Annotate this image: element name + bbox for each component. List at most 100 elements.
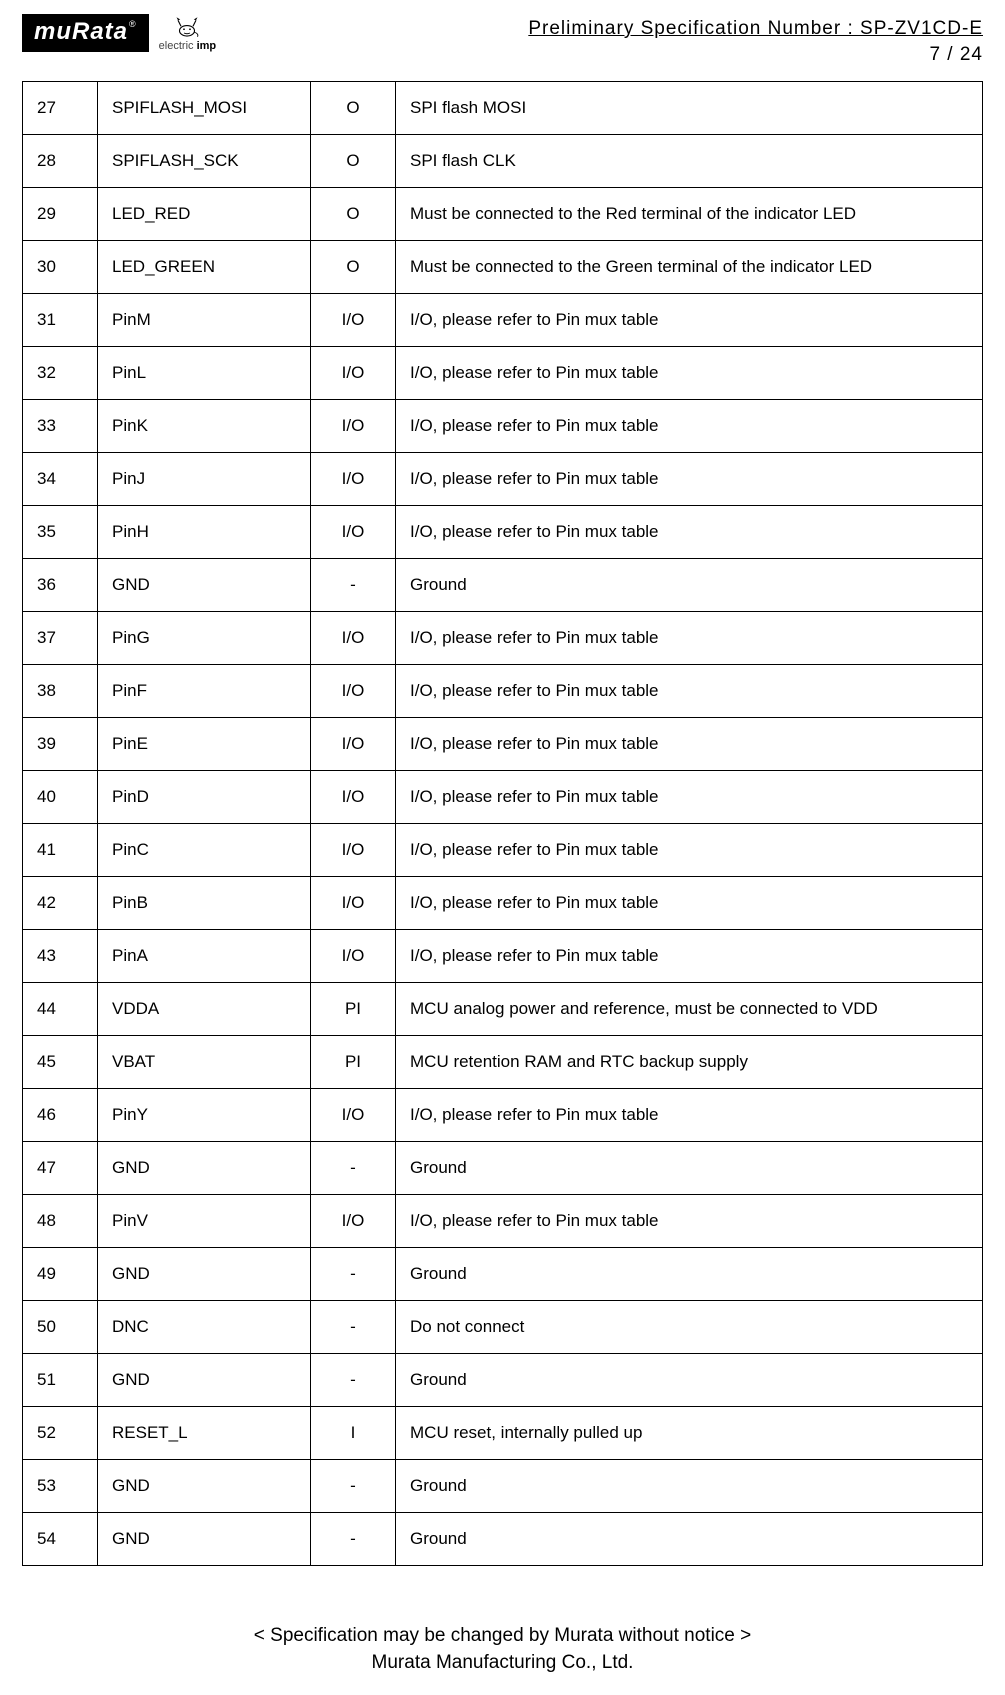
pin-name-cell: PinE	[98, 718, 311, 771]
pin-description-cell: I/O, please refer to Pin mux table	[396, 665, 983, 718]
pin-description-cell: I/O, please refer to Pin mux table	[396, 877, 983, 930]
pin-description-cell: I/O, please refer to Pin mux table	[396, 1195, 983, 1248]
pin-number-cell: 45	[23, 1036, 98, 1089]
pin-number-cell: 47	[23, 1142, 98, 1195]
pin-direction-cell: I/O	[311, 718, 396, 771]
table-row: 35PinHI/OI/O, please refer to Pin mux ta…	[23, 506, 983, 559]
table-row: 42PinBI/OI/O, please refer to Pin mux ta…	[23, 877, 983, 930]
pin-direction-cell: O	[311, 135, 396, 188]
registered-mark-icon	[128, 18, 137, 45]
pin-name-cell: GND	[98, 1248, 311, 1301]
pin-description-cell: SPI flash MOSI	[396, 82, 983, 135]
pin-description-cell: I/O, please refer to Pin mux table	[396, 718, 983, 771]
pin-number-cell: 49	[23, 1248, 98, 1301]
pin-direction-cell: -	[311, 1513, 396, 1566]
table-row: 49GND-Ground	[23, 1248, 983, 1301]
pin-description-cell: Ground	[396, 1460, 983, 1513]
pin-name-cell: PinB	[98, 877, 311, 930]
pin-description-cell: I/O, please refer to Pin mux table	[396, 506, 983, 559]
pin-description-cell: MCU reset, internally pulled up	[396, 1407, 983, 1460]
pin-number-cell: 46	[23, 1089, 98, 1142]
pin-direction-cell: -	[311, 1301, 396, 1354]
pin-number-cell: 35	[23, 506, 98, 559]
pin-name-cell: SPIFLASH_SCK	[98, 135, 311, 188]
footer-line-2: Murata Manufacturing Co., Ltd.	[22, 1649, 983, 1677]
pin-number-cell: 52	[23, 1407, 98, 1460]
pin-number-cell: 53	[23, 1460, 98, 1513]
imp-bold: imp	[197, 40, 217, 52]
pin-description-cell: Ground	[396, 559, 983, 612]
table-row: 33PinKI/OI/O, please refer to Pin mux ta…	[23, 400, 983, 453]
pin-description-cell: I/O, please refer to Pin mux table	[396, 824, 983, 877]
pin-name-cell: LED_RED	[98, 188, 311, 241]
logo-block: muRata electric imp	[22, 14, 216, 52]
pin-name-cell: PinA	[98, 930, 311, 983]
pin-number-cell: 32	[23, 347, 98, 400]
pin-description-cell: Ground	[396, 1354, 983, 1407]
pin-name-cell: PinH	[98, 506, 311, 559]
table-row: 32PinLI/OI/O, please refer to Pin mux ta…	[23, 347, 983, 400]
pin-name-cell: PinF	[98, 665, 311, 718]
pin-number-cell: 44	[23, 983, 98, 1036]
pin-number-cell: 51	[23, 1354, 98, 1407]
pin-name-cell: SPIFLASH_MOSI	[98, 82, 311, 135]
pin-direction-cell: I/O	[311, 1195, 396, 1248]
electric-imp-logo: electric imp	[159, 15, 216, 52]
pin-direction-cell: I/O	[311, 400, 396, 453]
pin-name-cell: PinJ	[98, 453, 311, 506]
pin-number-cell: 43	[23, 930, 98, 983]
page-number: 7 / 24	[528, 42, 983, 68]
pin-number-cell: 33	[23, 400, 98, 453]
pin-number-cell: 30	[23, 241, 98, 294]
pin-name-cell: PinV	[98, 1195, 311, 1248]
table-row: 34PinJI/OI/O, please refer to Pin mux ta…	[23, 453, 983, 506]
pin-direction-cell: I/O	[311, 824, 396, 877]
pin-description-cell: I/O, please refer to Pin mux table	[396, 612, 983, 665]
table-row: 44VDDAPIMCU analog power and reference, …	[23, 983, 983, 1036]
pin-direction-cell: -	[311, 1460, 396, 1513]
table-row: 45VBATPIMCU retention RAM and RTC backup…	[23, 1036, 983, 1089]
pin-number-cell: 28	[23, 135, 98, 188]
pin-description-cell: MCU analog power and reference, must be …	[396, 983, 983, 1036]
pin-name-cell: DNC	[98, 1301, 311, 1354]
pin-number-cell: 42	[23, 877, 98, 930]
pin-number-cell: 48	[23, 1195, 98, 1248]
pin-direction-cell: I/O	[311, 294, 396, 347]
page: muRata electric imp	[0, 0, 1005, 1695]
pin-description-cell: Ground	[396, 1513, 983, 1566]
pin-table-wrap: 27SPIFLASH_MOSIOSPI flash MOSI28SPIFLASH…	[22, 81, 983, 1566]
murata-logo: muRata	[22, 14, 149, 52]
pin-direction-cell: I/O	[311, 930, 396, 983]
pin-name-cell: PinD	[98, 771, 311, 824]
table-row: 51GND-Ground	[23, 1354, 983, 1407]
pin-description-cell: Must be connected to the Red terminal of…	[396, 188, 983, 241]
pin-number-cell: 54	[23, 1513, 98, 1566]
pin-name-cell: PinM	[98, 294, 311, 347]
imp-icon	[172, 15, 202, 39]
pin-direction-cell: -	[311, 559, 396, 612]
pin-name-cell: PinL	[98, 347, 311, 400]
pin-name-cell: LED_GREEN	[98, 241, 311, 294]
pin-number-cell: 40	[23, 771, 98, 824]
table-row: 37PinGI/OI/O, please refer to Pin mux ta…	[23, 612, 983, 665]
pin-direction-cell: O	[311, 82, 396, 135]
table-row: 53GND-Ground	[23, 1460, 983, 1513]
pin-description-cell: I/O, please refer to Pin mux table	[396, 1089, 983, 1142]
pin-number-cell: 50	[23, 1301, 98, 1354]
table-row: 54GND-Ground	[23, 1513, 983, 1566]
pin-number-cell: 34	[23, 453, 98, 506]
pin-name-cell: PinC	[98, 824, 311, 877]
table-row: 31PinMI/OI/O, please refer to Pin mux ta…	[23, 294, 983, 347]
pin-number-cell: 37	[23, 612, 98, 665]
pin-description-cell: I/O, please refer to Pin mux table	[396, 453, 983, 506]
table-row: 43PinAI/OI/O, please refer to Pin mux ta…	[23, 930, 983, 983]
pin-name-cell: VDDA	[98, 983, 311, 1036]
table-row: 27SPIFLASH_MOSIOSPI flash MOSI	[23, 82, 983, 135]
table-row: 39PinEI/OI/O, please refer to Pin mux ta…	[23, 718, 983, 771]
pin-name-cell: PinK	[98, 400, 311, 453]
pin-direction-cell: -	[311, 1248, 396, 1301]
pin-name-cell: GND	[98, 1354, 311, 1407]
pin-direction-cell: O	[311, 241, 396, 294]
pin-table: 27SPIFLASH_MOSIOSPI flash MOSI28SPIFLASH…	[22, 81, 983, 1566]
pin-description-cell: Must be connected to the Green terminal …	[396, 241, 983, 294]
